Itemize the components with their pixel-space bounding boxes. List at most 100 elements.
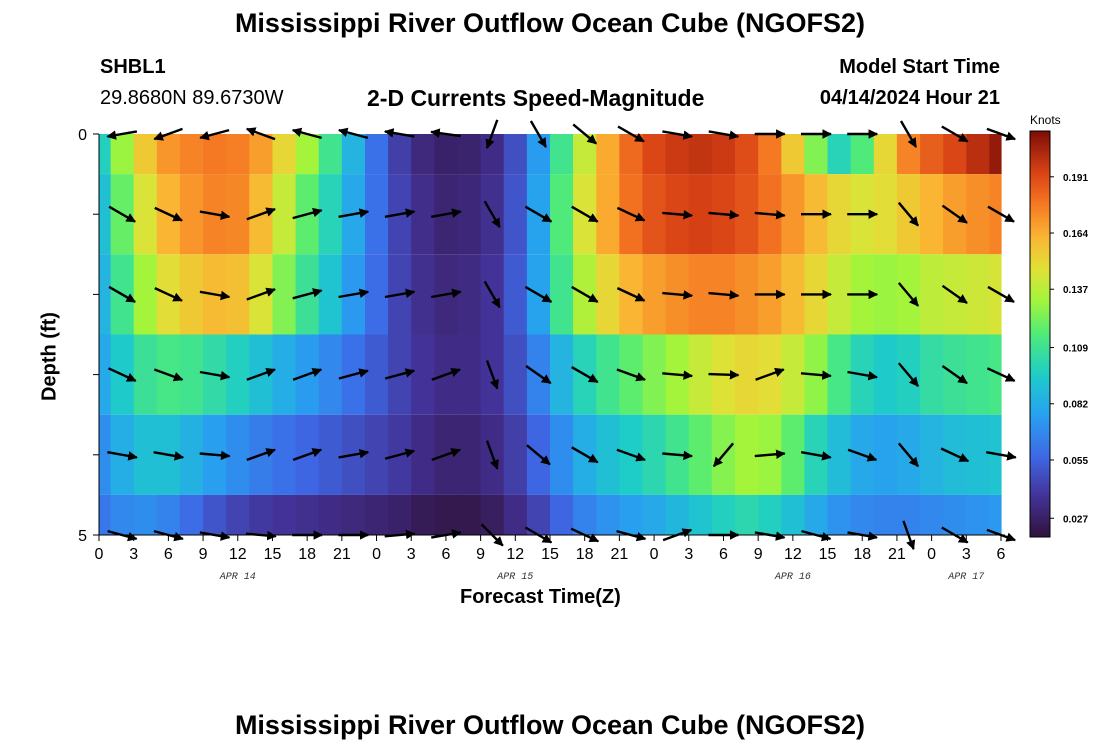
current-vector-arrow xyxy=(246,207,276,221)
heatmap-cell xyxy=(503,494,528,535)
heatmap-cell xyxy=(735,414,759,495)
colorbar-gradient xyxy=(1029,130,1051,538)
heatmap-cell xyxy=(133,334,158,415)
heatmap-cell xyxy=(179,254,204,335)
current-vector-arrow xyxy=(662,130,693,140)
current-vector-arrow xyxy=(524,285,553,303)
current-vector-arrow xyxy=(662,450,694,461)
heatmap-cell xyxy=(249,494,273,535)
heatmap-cell xyxy=(365,494,389,535)
heatmap-cell xyxy=(735,254,759,335)
heatmap-cell xyxy=(503,174,528,255)
heatmap-cell xyxy=(688,174,713,255)
current-vector-arrow xyxy=(617,125,645,143)
heatmap-cell xyxy=(388,494,412,535)
station-coords: 29.8680N 89.6730W xyxy=(100,87,284,109)
heatmap-cell xyxy=(226,334,250,415)
heatmap-cell xyxy=(318,494,343,535)
x-tick-label: 21 xyxy=(610,546,628,563)
current-vector-arrow xyxy=(616,287,646,302)
heatmap-cell xyxy=(966,134,990,175)
heatmap-cell xyxy=(966,414,990,495)
current-vector-arrow xyxy=(616,448,646,462)
heatmap-cell xyxy=(920,334,944,415)
heatmap-cell xyxy=(526,134,551,175)
heatmap-cell xyxy=(480,494,505,535)
heatmap-cell xyxy=(226,494,250,535)
heatmap-cell xyxy=(318,174,343,255)
heatmap-cell xyxy=(781,254,805,335)
heatmap-cell xyxy=(642,174,667,255)
current-vector-arrow xyxy=(154,287,183,302)
current-vector-arrow xyxy=(940,447,970,463)
heatmap-cell xyxy=(272,174,297,255)
date-label: APR 14 xyxy=(219,572,256,583)
heatmap-cell xyxy=(272,494,297,535)
current-vector-arrow xyxy=(483,200,501,229)
current-vector-arrow xyxy=(246,448,276,462)
heatmap-cell xyxy=(272,414,297,495)
current-vector-arrow xyxy=(107,451,138,461)
heatmap-cell xyxy=(642,494,667,535)
heatmap-cell xyxy=(642,134,667,175)
current-vector-arrow xyxy=(572,123,597,145)
heatmap-cell xyxy=(226,174,250,255)
x-tick-label: 0 xyxy=(372,546,381,563)
colorbar-tick-label: 0.109 xyxy=(1063,344,1088,355)
heatmap-cell xyxy=(133,494,158,535)
heatmap-cell xyxy=(179,414,204,495)
heatmap-cell xyxy=(758,134,782,175)
current-vector-arrow xyxy=(430,208,462,218)
heatmap-cell xyxy=(249,134,273,175)
current-vector-arrow xyxy=(199,290,231,301)
current-vector-arrow xyxy=(153,127,183,141)
heatmap-cell xyxy=(99,414,112,495)
heatmap-cell xyxy=(735,134,759,175)
current-vector-arrow xyxy=(384,288,416,299)
heatmap-cell xyxy=(735,334,759,415)
current-vector-arrow xyxy=(986,127,1017,141)
heatmap-cell xyxy=(503,334,528,415)
heatmap-cell xyxy=(295,494,320,535)
heatmap-cell xyxy=(688,254,713,335)
current-vector-arrow xyxy=(897,362,920,387)
x-tick-label: 3 xyxy=(407,546,416,563)
current-vector-arrow xyxy=(291,127,322,140)
current-vector-arrow xyxy=(754,449,786,460)
current-vector-arrow xyxy=(529,120,547,148)
heatmap-cell xyxy=(457,254,482,335)
x-tick-label: 3 xyxy=(962,546,971,563)
current-vector-arrow xyxy=(941,365,968,385)
current-vector-arrow xyxy=(154,206,183,222)
heatmap-cell xyxy=(596,174,620,255)
x-tick-label: 9 xyxy=(476,546,485,563)
date-label: APR 17 xyxy=(947,572,984,583)
heatmap-cell xyxy=(827,254,852,335)
heatmap-cell xyxy=(550,494,574,535)
heatmap-cell xyxy=(156,134,181,175)
y-tick-label: 0 xyxy=(78,127,87,144)
current-vector-arrow xyxy=(384,208,416,218)
heatmap-cell xyxy=(365,174,389,255)
current-vector-arrow xyxy=(525,365,552,385)
heatmap-cell xyxy=(457,494,482,535)
heatmap-cell xyxy=(457,174,482,255)
current-vector-arrow xyxy=(384,448,416,460)
heatmap-cell xyxy=(179,134,204,175)
current-vector-arrow xyxy=(754,209,786,220)
heatmap-cell xyxy=(318,334,343,415)
x-tick-label: 0 xyxy=(95,546,104,563)
heatmap-cell xyxy=(873,254,898,335)
current-vector-arrow xyxy=(899,120,918,148)
x-tick-label: 3 xyxy=(129,546,138,563)
heatmap-cell xyxy=(503,254,528,335)
current-vector-arrow xyxy=(431,367,461,381)
heatmap-cell xyxy=(873,334,898,415)
x-tick-label: 6 xyxy=(164,546,173,563)
heatmap-cell xyxy=(989,334,1002,415)
heatmap-cell xyxy=(573,494,597,535)
heatmap-cell xyxy=(457,414,482,495)
heatmap-cell xyxy=(550,414,574,495)
x-tick-label: 12 xyxy=(506,546,524,563)
current-vector-arrow xyxy=(800,370,832,380)
